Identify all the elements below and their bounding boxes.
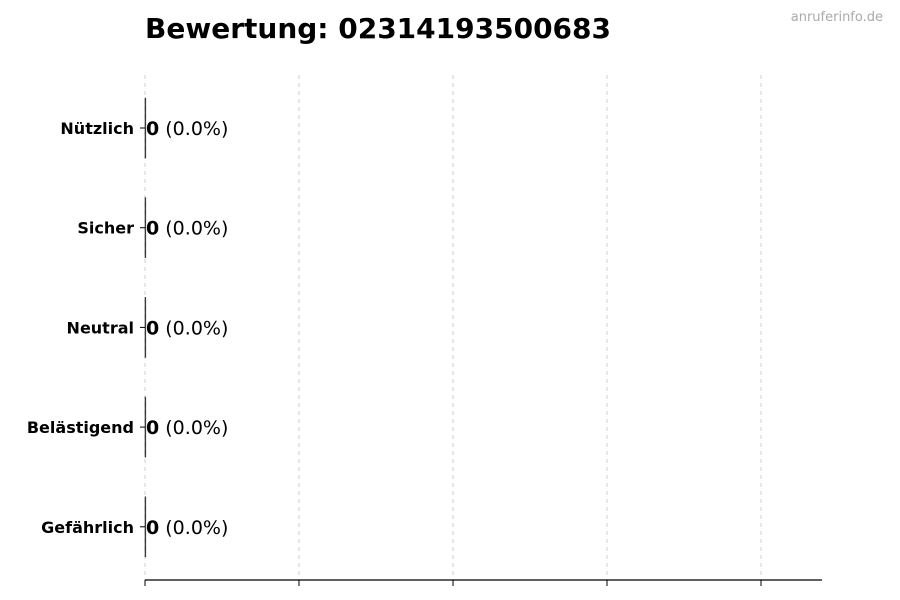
value-percent: (0.0%) <box>159 517 228 539</box>
category-label: Nützlich <box>60 119 134 138</box>
value-label: 0 (0.0%) <box>146 517 228 539</box>
value-label: 0 (0.0%) <box>146 417 228 439</box>
category-label: Sicher <box>77 219 134 238</box>
watermark: anruferinfo.de <box>790 10 883 25</box>
value-count: 0 <box>146 317 159 339</box>
value-count: 0 <box>146 218 159 240</box>
value-label: 0 (0.0%) <box>146 218 228 240</box>
value-percent: (0.0%) <box>159 317 228 339</box>
category-label: Belästigend <box>27 418 134 437</box>
value-percent: (0.0%) <box>159 118 228 140</box>
value-percent: (0.0%) <box>159 218 228 240</box>
value-count: 0 <box>146 417 159 439</box>
value-count: 0 <box>146 517 159 539</box>
value-percent: (0.0%) <box>159 417 228 439</box>
chart-title: Bewertung: 02314193500683 <box>145 12 611 45</box>
value-count: 0 <box>146 118 159 140</box>
value-label: 0 (0.0%) <box>146 317 228 339</box>
category-label: Neutral <box>67 318 134 337</box>
category-label: Gefährlich <box>41 518 134 537</box>
value-label: 0 (0.0%) <box>146 118 228 140</box>
